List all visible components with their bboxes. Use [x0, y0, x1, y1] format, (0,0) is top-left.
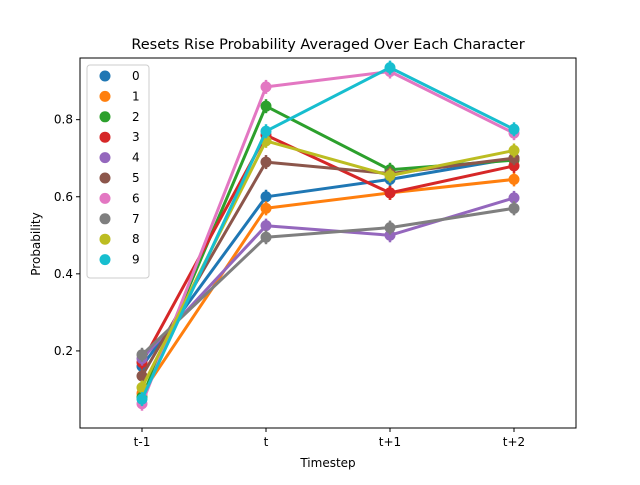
legend-label: 4	[132, 151, 140, 165]
legend-label: 2	[132, 110, 140, 124]
data-point	[260, 125, 272, 137]
data-point	[260, 220, 272, 232]
data-point	[136, 393, 148, 405]
legend-marker	[99, 233, 111, 245]
legend-marker	[99, 172, 111, 184]
data-point	[508, 202, 520, 214]
legend-marker	[99, 254, 111, 266]
x-tick-label: t-1	[134, 435, 151, 449]
data-point	[508, 123, 520, 135]
data-point	[508, 152, 520, 164]
data-point	[384, 229, 396, 241]
y-tick-label: 0.4	[54, 267, 73, 281]
legend-label: 6	[132, 191, 140, 205]
legend-label: 8	[132, 232, 140, 246]
legend-marker	[99, 111, 111, 123]
legend-marker	[99, 90, 111, 102]
legend-marker	[99, 192, 111, 204]
data-point	[384, 170, 396, 182]
data-point	[260, 231, 272, 243]
series-line	[140, 206, 516, 357]
series-line	[140, 177, 516, 395]
data-point	[508, 192, 520, 204]
legend-marker	[99, 152, 111, 164]
y-tick-label: 0.2	[54, 344, 73, 358]
legend: 0 1 2 3 4 5 6 7 8 9	[86, 64, 150, 279]
legend-label: 7	[132, 212, 140, 226]
data-point	[508, 160, 520, 172]
legend-label: 0	[132, 69, 140, 83]
legend-marker	[99, 70, 111, 82]
y-tick-label: 0.6	[54, 190, 73, 204]
chart-title: Resets Rise Probability Averaged Over Ea…	[131, 37, 524, 53]
data-point	[136, 349, 148, 361]
series-7	[136, 201, 520, 362]
data-point	[508, 145, 520, 156]
legend-label: 5	[132, 171, 140, 185]
data-point	[260, 202, 272, 214]
data-point	[384, 187, 396, 199]
series-layer	[136, 60, 520, 411]
series-line	[140, 66, 516, 401]
y-axis-title: Probability	[29, 212, 43, 275]
x-tick-label: t+2	[503, 435, 525, 449]
data-point	[384, 222, 396, 234]
data-point	[260, 81, 272, 93]
data-point	[384, 62, 396, 74]
series-line	[140, 70, 516, 406]
legend-box	[86, 64, 150, 279]
legend-label: 1	[132, 89, 140, 103]
legend-marker	[99, 213, 111, 225]
series-line	[140, 156, 516, 368]
legend-marker	[99, 131, 111, 143]
data-point	[260, 191, 272, 203]
x-tick-label: t+1	[379, 435, 401, 449]
data-point	[260, 156, 272, 168]
y-tick-label: 0.8	[54, 113, 73, 127]
x-axis-title: Timestep	[299, 456, 355, 470]
data-point	[260, 100, 272, 112]
x-tick-label: t	[264, 435, 269, 449]
legend-label: 9	[132, 253, 140, 267]
series-line	[140, 156, 516, 378]
legend-label: 3	[132, 130, 140, 144]
data-point	[508, 173, 520, 185]
series-9	[136, 60, 520, 407]
